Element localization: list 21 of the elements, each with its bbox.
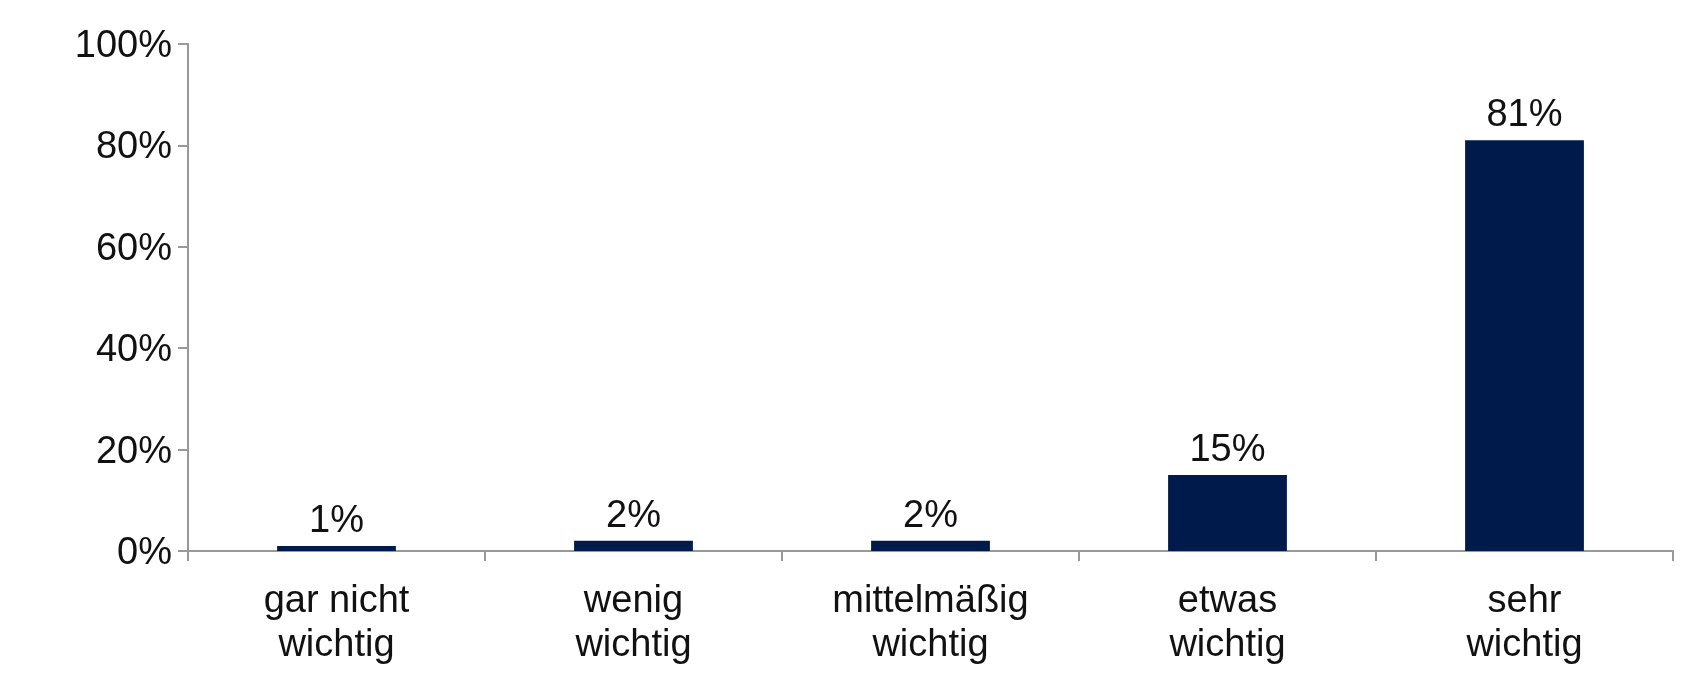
x-tick-label: sehr wichtig [1465,578,1583,664]
y-tick-label: 100% [74,23,172,65]
bar [871,540,990,551]
x-tick-label: mittelmäßig wichtig [832,578,1029,664]
data-label: 2% [606,492,661,535]
x-tick-label: gar nicht wichtig [263,578,410,664]
bar [1465,140,1584,551]
y-tick-label: 60% [95,225,172,268]
data-label: 15% [1189,426,1266,469]
y-tick-label: 40% [95,327,172,370]
bar [574,540,693,551]
x-tick-label: etwas wichtig [1168,578,1286,664]
data-label: 2% [903,492,958,535]
y-tick-label: 20% [95,428,172,471]
data-label: 1% [309,497,364,540]
data-label: 81% [1486,92,1563,135]
y-tick-label: 0% [117,530,172,572]
y-tick-label: 80% [95,124,172,167]
bar [1168,474,1287,551]
bar [277,545,396,551]
x-tick-label: wenig wichtig [574,578,692,664]
